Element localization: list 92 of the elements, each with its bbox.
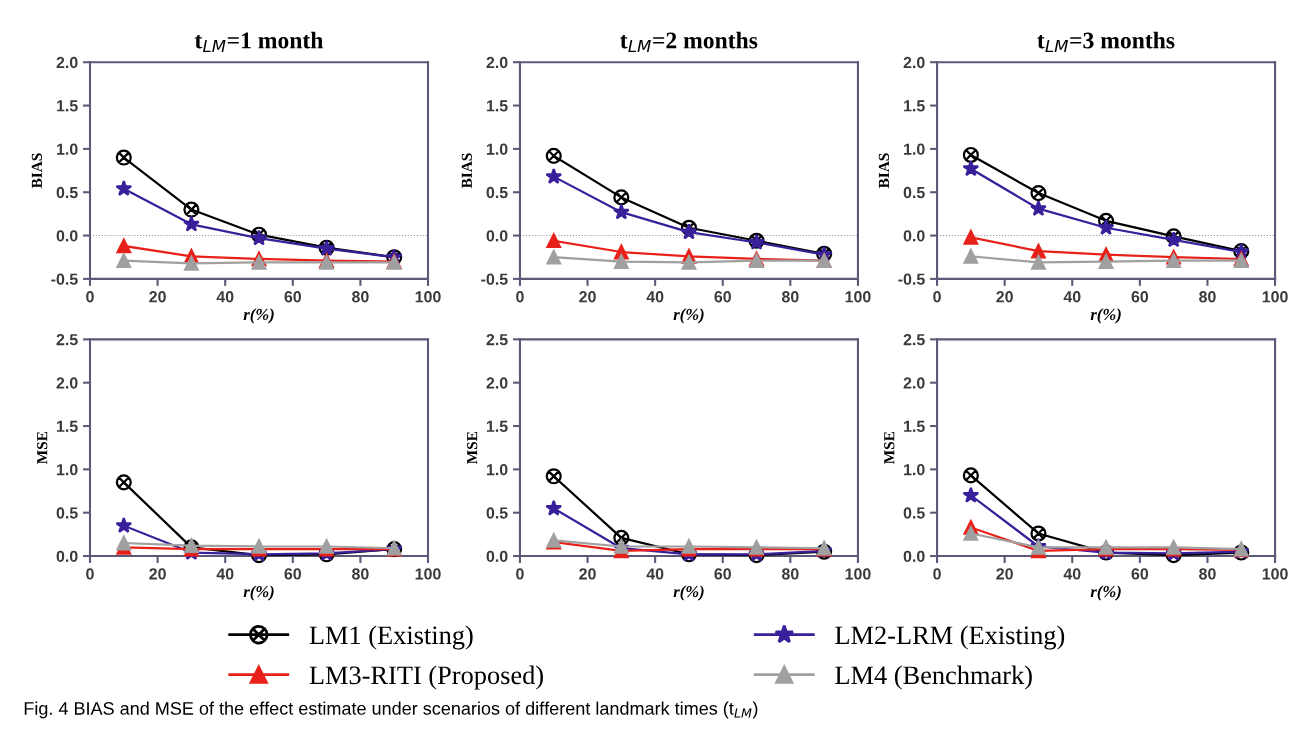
x-tick-label: 80 <box>352 291 369 303</box>
x-tick-label: 40 <box>216 291 234 303</box>
y-tick-label: 1.0 <box>486 143 508 155</box>
caption: Fig. 4 BIAS and MSE of the effect estimate under scenarios of different landmark times (t$_{LM}$) <box>24 701 758 719</box>
y-tick-label: 1.5 <box>57 420 78 432</box>
x-tick-label: 80 <box>352 568 369 580</box>
y-tick-label: 2.0 <box>486 377 508 389</box>
x-tick-label: 80 <box>1199 291 1216 303</box>
x-tick-label: 40 <box>646 568 664 580</box>
y-tick-label: 0.0 <box>486 550 508 562</box>
y-tick-label: 2.5 <box>56 333 78 346</box>
x-tick-label: 0 <box>933 291 941 303</box>
y-tick-label: 0.5 <box>486 186 508 199</box>
x-tick-label: 100 <box>1262 568 1288 580</box>
x-axis-title: r(%) <box>673 585 704 601</box>
chart-title: t$_{LM}$=2 months <box>620 31 758 53</box>
y-tick-label: 0.0 <box>903 230 925 242</box>
y-tick-label: 2.5 <box>486 333 508 346</box>
y-tick-label: 2.0 <box>486 56 508 69</box>
x-tick-label: 100 <box>415 291 441 303</box>
x-tick-label: 60 <box>284 568 302 580</box>
x-tick-label: 20 <box>579 568 596 580</box>
y-tick-label: 1.5 <box>486 420 508 432</box>
x-tick-label: 40 <box>646 291 664 303</box>
x-tick-label: 20 <box>996 568 1013 580</box>
x-tick-label: 80 <box>1199 568 1216 580</box>
x-tick-label: 60 <box>284 291 302 303</box>
x-axis-title: r(%) <box>243 308 274 324</box>
x-tick-label: 60 <box>1131 568 1149 580</box>
x-axis-title: r(%) <box>1090 585 1121 601</box>
x-axis-title: r(%) <box>1090 308 1121 324</box>
y-axis-title: BIAS <box>31 153 43 189</box>
x-tick-label: 80 <box>781 291 799 303</box>
legend-label: LM2-LRM (Existing) <box>835 625 1065 650</box>
y-tick-label: 2.0 <box>56 56 78 69</box>
y-tick-label: 1.5 <box>904 100 925 112</box>
chart-title: t$_{LM}$=1 month <box>194 31 324 53</box>
y-tick-label: -0.5 <box>51 273 78 285</box>
x-tick-label: 100 <box>845 291 871 303</box>
x-tick-label: 0 <box>933 568 941 580</box>
x-tick-label: 40 <box>216 568 234 580</box>
x-tick-label: 60 <box>714 568 731 580</box>
y-tick-label: -0.5 <box>481 273 508 285</box>
x-tick-label: 100 <box>845 568 871 580</box>
y-tick-label: 1.5 <box>57 100 78 112</box>
y-axis-title: BIAS <box>461 153 472 189</box>
x-tick-label: 0 <box>86 291 94 303</box>
y-axis-title: MSE <box>467 431 478 464</box>
y-tick-label: 0.0 <box>903 550 925 562</box>
y-tick-label: 0.0 <box>56 550 78 562</box>
y-tick-label: 0.5 <box>903 186 925 199</box>
y-tick-label: 2.0 <box>903 377 925 389</box>
y-tick-label: 1.0 <box>57 463 78 476</box>
y-tick-label: -0.5 <box>898 273 925 285</box>
x-tick-label: 40 <box>1063 568 1081 580</box>
y-tick-label: 2.0 <box>903 56 925 69</box>
legend-label: LM4 (Benchmark) <box>835 665 1032 690</box>
x-axis-title: r(%) <box>673 308 704 324</box>
y-tick-label: 1.0 <box>904 463 925 476</box>
x-tick-label: 60 <box>1131 291 1149 303</box>
x-tick-label: 20 <box>579 291 596 303</box>
x-tick-label: 0 <box>516 568 524 580</box>
legend-label: LM1 (Existing) <box>309 625 473 650</box>
x-tick-label: 0 <box>516 291 524 303</box>
x-tick-label: 80 <box>781 568 799 580</box>
x-tick-label: 20 <box>149 568 166 580</box>
y-tick-label: 0.5 <box>56 507 78 519</box>
y-tick-label: 1.0 <box>57 143 78 155</box>
legend-label: LM3-RITI (Proposed) <box>309 665 543 690</box>
y-tick-label: 0.5 <box>903 507 925 519</box>
y-axis-title: BIAS <box>878 153 890 189</box>
y-tick-label: 1.5 <box>904 420 925 432</box>
y-tick-label: 0.5 <box>486 507 508 519</box>
x-tick-label: 20 <box>996 291 1013 303</box>
y-tick-label: 0.0 <box>56 230 78 242</box>
y-tick-label: 0.0 <box>486 230 508 242</box>
x-axis-title: r(%) <box>243 585 274 601</box>
y-axis-title: MSE <box>37 431 48 464</box>
x-tick-label: 40 <box>1063 291 1081 303</box>
y-tick-label: 0.5 <box>56 186 78 199</box>
x-tick-label: 100 <box>1262 291 1288 303</box>
x-tick-label: 60 <box>714 291 731 303</box>
y-tick-label: 1.5 <box>486 100 508 112</box>
y-tick-label: 2.0 <box>56 377 78 389</box>
y-tick-label: 1.0 <box>486 463 508 476</box>
y-tick-label: 1.0 <box>904 143 925 155</box>
x-tick-label: 100 <box>415 568 441 580</box>
chart-title: t$_{LM}$=3 months <box>1037 31 1175 53</box>
y-tick-label: 2.5 <box>903 333 925 346</box>
y-axis-title: MSE <box>884 431 895 464</box>
x-tick-label: 20 <box>149 291 166 303</box>
x-tick-label: 0 <box>86 568 94 580</box>
